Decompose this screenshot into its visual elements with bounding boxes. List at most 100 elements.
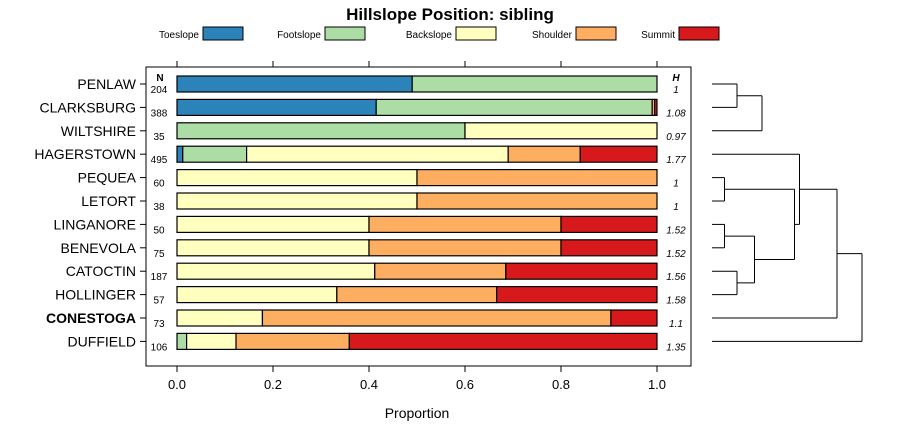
row-label: CONESTOGA	[46, 310, 136, 326]
h-value: 1.52	[666, 249, 686, 260]
bar-row: LETORT 38 1	[81, 192, 679, 213]
row-label: HOLLINGER	[55, 287, 136, 303]
bar-row: BENEVOLA 75 1.52	[61, 239, 686, 260]
bar-segment-backslope	[176, 262, 376, 280]
h-value: 1	[673, 179, 679, 190]
bar-segment-toeslope	[176, 98, 377, 117]
bar-segment-summit	[579, 145, 658, 163]
legend-swatch	[575, 26, 617, 41]
bar-segment-summit	[653, 98, 658, 117]
x-tick-label: 0.2	[264, 377, 282, 392]
n-header: N	[156, 73, 163, 84]
bar-segment-shoulder	[416, 169, 658, 187]
h-value: 1.77	[666, 155, 686, 166]
row-label: DUFFIELD	[68, 333, 136, 349]
bar-segment-shoulder	[261, 309, 612, 327]
h-value: 1.08	[666, 108, 686, 119]
h-value: 1	[673, 202, 679, 213]
bar-segment-backslope	[176, 286, 338, 304]
x-tick-label: 0.6	[456, 377, 474, 392]
x-tick-label: 1.0	[648, 377, 666, 392]
row-label: LINGANORE	[54, 216, 136, 232]
row-label: CLARKSBURG	[40, 99, 136, 115]
bar-segment-footslope	[176, 332, 188, 350]
h-value: 1.35	[666, 342, 686, 353]
x-axis-label: Proportion	[385, 405, 450, 421]
bar-row: DUFFIELD 106 1.35	[68, 332, 686, 353]
bar-segment-footslope	[375, 98, 653, 117]
bar-rows: PENLAW 204 1 CLARKSBURG 388 1.08 WILTSHIRE 35 0.…	[34, 75, 686, 353]
n-value: 57	[153, 296, 165, 307]
bar-segment-shoulder	[507, 145, 581, 163]
bar-segment-toeslope	[176, 75, 413, 93]
bar-segment-shoulder	[416, 192, 658, 210]
legend-label: Footslope	[277, 30, 321, 41]
bar-row: LINGANORE 50 1.52	[54, 215, 686, 236]
bar-row: HAGERSTOWN 495 1.77	[34, 145, 686, 166]
row-label: PENLAW	[77, 76, 136, 92]
legend-swatch	[678, 26, 720, 41]
bar-segment-summit	[610, 309, 658, 327]
bar-segment-shoulder	[368, 215, 562, 233]
bar-segment-backslope	[176, 215, 370, 233]
legend-swatch	[202, 26, 244, 41]
bar-row: CATOCTIN 187 1.56	[66, 262, 686, 283]
x-tick-label: 0.8	[552, 377, 570, 392]
bar-row: PENLAW 204 1	[77, 75, 679, 96]
row-label: PEQUEA	[78, 170, 137, 186]
n-value: 187	[151, 272, 168, 283]
h-value: 1.56	[666, 272, 686, 283]
bar-segment-backslope	[176, 169, 418, 187]
plot-frame	[145, 66, 692, 367]
x-tick-label: 0.4	[360, 377, 378, 392]
bar-segment-backslope	[186, 332, 237, 350]
n-value: 50	[153, 225, 165, 236]
bar-segment-summit	[560, 215, 658, 233]
bar-row: WILTSHIRE 35 0.97	[61, 122, 686, 143]
bar-segment-footslope	[182, 145, 248, 163]
n-value: 106	[151, 342, 168, 353]
bar-segment-summit	[348, 332, 658, 350]
bar-segment-backslope	[176, 192, 418, 210]
x-tick-label: 0.0	[168, 377, 186, 392]
bar-row: CONESTOGA 73 1.1	[46, 309, 683, 330]
bar-row: PEQUEA 60 1	[78, 169, 679, 190]
n-value: 204	[151, 85, 168, 96]
bar-row: HOLLINGER 57 1.58	[55, 286, 686, 307]
n-value: 388	[151, 108, 168, 119]
h-value: 1.58	[666, 296, 686, 307]
bar-segment-summit	[496, 286, 658, 304]
row-label: LETORT	[81, 193, 136, 209]
row-label: WILTSHIRE	[61, 123, 136, 139]
legend-label: Toeslope	[159, 30, 199, 41]
bar-segment-footslope	[176, 122, 466, 140]
bar-segment-backslope	[246, 145, 509, 163]
bar-segment-shoulder	[368, 239, 562, 257]
dendrogram	[712, 83, 863, 342]
n-value: 75	[153, 249, 165, 260]
h-value: 1	[673, 85, 679, 96]
row-label: BENEVOLA	[61, 240, 137, 256]
bar-segment-backslope	[176, 309, 264, 327]
bar-segment-backslope	[176, 239, 370, 257]
n-value: 60	[153, 179, 165, 190]
row-label: HAGERSTOWN	[34, 146, 136, 162]
chart-title: Hillslope Position: sibling	[346, 5, 554, 24]
h-value: 1.1	[669, 319, 683, 330]
n-value: 495	[151, 155, 168, 166]
bar-segment-summit	[505, 262, 658, 280]
x-axis: 0.0 0.2 0.4 0.6 0.8 1.0	[168, 61, 666, 392]
row-label: CATOCTIN	[66, 263, 136, 279]
bar-segment-toeslope	[176, 145, 184, 163]
n-value: 35	[153, 132, 165, 143]
h-value: 1.52	[666, 225, 686, 236]
bar-segment-backslope	[464, 122, 658, 140]
bar-segment-shoulder	[336, 286, 498, 304]
legend-label: Shoulder	[532, 30, 573, 41]
bar-row: CLARKSBURG 388 1.08	[40, 98, 686, 119]
n-value: 38	[153, 202, 165, 213]
bar-segment-footslope	[411, 75, 658, 93]
n-value: 73	[153, 319, 165, 330]
bar-segment-shoulder	[374, 262, 507, 280]
